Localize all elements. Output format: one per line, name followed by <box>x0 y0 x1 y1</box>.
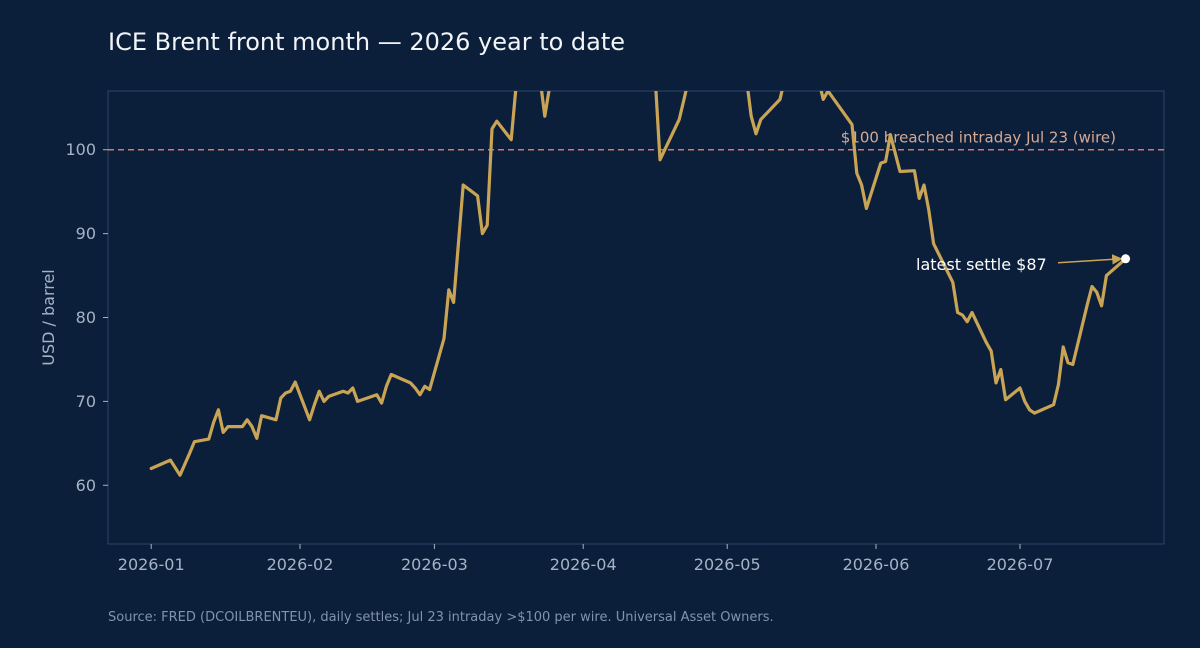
x-tick-label: 2026-03 <box>401 555 468 574</box>
chart-title: ICE Brent front month — 2026 year to dat… <box>108 28 626 56</box>
x-axis-ticks: 2026-01 2026-02 2026-03 2026-04 2026-05 2026-… <box>118 544 1054 574</box>
reference-line-label: $100 breached intraday Jul 23 (wire) <box>841 129 1116 147</box>
x-tick-label: 2026-01 <box>118 555 185 574</box>
y-tick-label: 100 <box>65 140 96 159</box>
latest-settle-marker <box>1121 254 1131 264</box>
y-tick-label: 60 <box>76 476 96 495</box>
annotation-arrow <box>1057 254 1123 265</box>
y-tick-label: 90 <box>76 224 96 243</box>
y-tick-label: 70 <box>76 392 96 411</box>
plot-area <box>107 90 1165 545</box>
annotation-latest-settle: latest settle $87 <box>916 255 1047 274</box>
x-tick-label: 2026-04 <box>550 555 617 574</box>
series-line-brent <box>149 91 1128 477</box>
x-tick-label: 2026-02 <box>267 555 334 574</box>
x-tick-label: 2026-05 <box>694 555 761 574</box>
source-footnote: Source: FRED (DCOILBRENTEU), daily settl… <box>108 610 774 625</box>
y-axis-label: USD / barrel <box>39 269 58 366</box>
x-tick-label: 2026-06 <box>843 555 910 574</box>
y-tick-label: 80 <box>76 308 96 327</box>
x-tick-label: 2026-07 <box>987 555 1054 574</box>
y-axis-ticks: 60 70 80 90 100 <box>65 140 108 495</box>
